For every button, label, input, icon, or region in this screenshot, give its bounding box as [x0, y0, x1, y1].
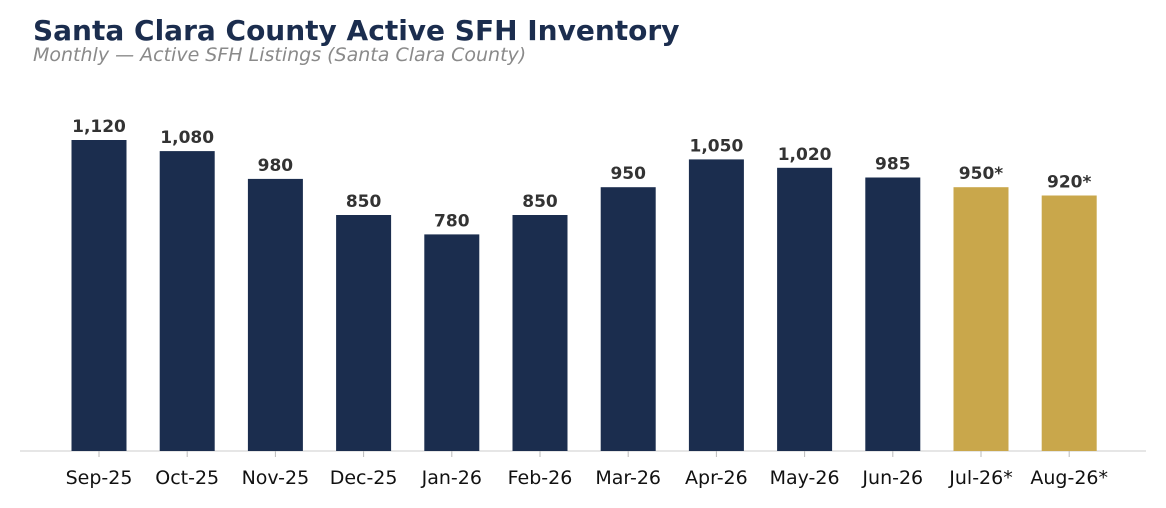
value-label: 1,050 [690, 136, 744, 156]
bar-aug-26-projected [1041, 195, 1097, 451]
x-tick-label: Jun-26 [861, 467, 923, 489]
bar-mar-26 [600, 187, 656, 451]
value-label: 780 [434, 211, 470, 231]
x-tick-label: Sep-25 [66, 467, 133, 489]
bar-jan-26 [424, 234, 480, 451]
bar-jul-26-projected [953, 187, 1009, 451]
bar-apr-26 [688, 159, 744, 451]
x-tick-label: Oct-25 [155, 467, 219, 489]
chart-subtitle: Monthly — Active SFH Listings (Santa Cla… [33, 44, 527, 66]
bar-dec-25 [336, 215, 392, 451]
x-tick-label: Aug-26* [1030, 467, 1108, 489]
x-tick-label: Jul-26* [948, 467, 1012, 489]
x-tick-label: Jan-26 [421, 467, 482, 489]
bar-jun-26 [865, 177, 921, 451]
value-label: 950* [959, 164, 1003, 184]
value-label: 850 [346, 192, 382, 212]
value-label: 1,020 [778, 145, 832, 165]
x-tick-label: Mar-26 [595, 467, 661, 489]
bar-sep-25 [71, 140, 127, 451]
value-label: 950 [610, 164, 646, 184]
chart-title: Santa Clara County Active SFH Inventory [33, 14, 680, 47]
bar-oct-25 [159, 151, 215, 451]
bar-nov-25 [247, 178, 303, 451]
x-tick-label: Nov-25 [242, 467, 310, 489]
value-label: 920* [1047, 173, 1091, 193]
value-label: 1,120 [72, 117, 126, 137]
value-label: 980 [258, 156, 294, 176]
x-tick-label: Feb-26 [508, 467, 573, 489]
x-tick-label: Apr-26 [685, 467, 748, 489]
bar-feb-26 [512, 215, 568, 451]
x-tick-label: Dec-25 [330, 467, 398, 489]
value-label: 850 [522, 192, 558, 212]
bar-may-26 [777, 167, 833, 452]
x-tick-label: May-26 [770, 467, 840, 489]
value-label: 985 [875, 155, 911, 175]
value-label: 1,080 [160, 128, 214, 148]
